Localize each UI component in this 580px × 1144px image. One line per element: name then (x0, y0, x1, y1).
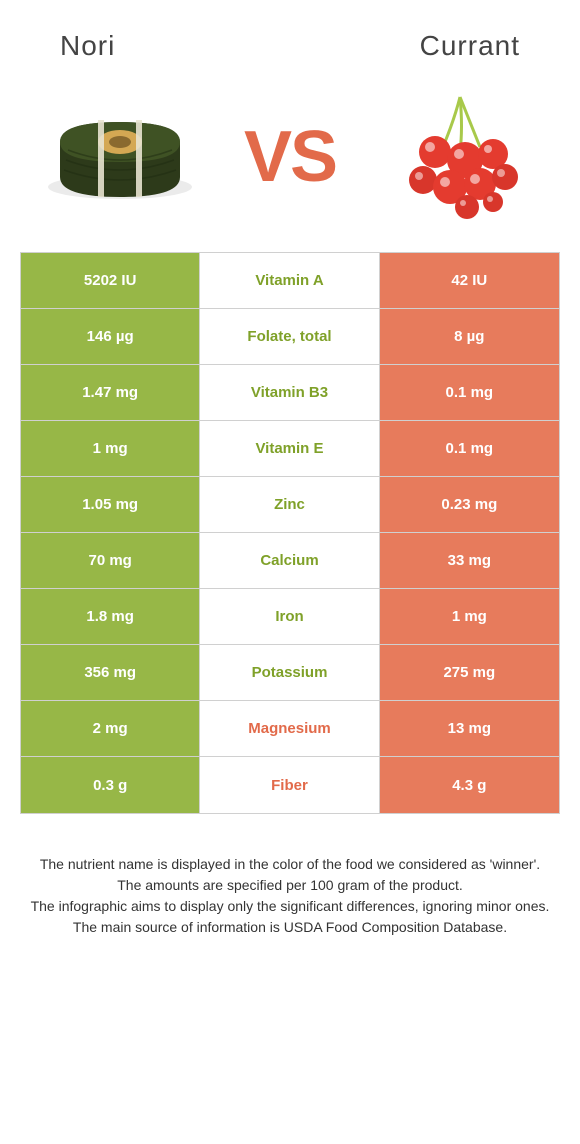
table-row: 1.8 mgIron1 mg (21, 589, 559, 645)
nori-value: 356 mg (21, 645, 200, 700)
currant-value: 8 µg (380, 309, 559, 364)
footnote-line: The nutrient name is displayed in the co… (20, 854, 560, 875)
nutrient-label: Iron (200, 589, 379, 644)
nori-value: 70 mg (21, 533, 200, 588)
table-row: 2 mgMagnesium13 mg (21, 701, 559, 757)
nori-value: 1.8 mg (21, 589, 200, 644)
nori-value: 146 µg (21, 309, 200, 364)
footnote-line: The infographic aims to display only the… (20, 896, 560, 917)
currant-value: 275 mg (380, 645, 559, 700)
nutrient-label: Vitamin B3 (200, 365, 379, 420)
currant-value: 4.3 g (380, 757, 559, 813)
right-food-title: Currant (420, 30, 520, 62)
currant-value: 0.1 mg (380, 365, 559, 420)
currant-value: 13 mg (380, 701, 559, 756)
footnotes: The nutrient name is displayed in the co… (20, 854, 560, 938)
nutrient-label: Vitamin A (200, 253, 379, 308)
nori-value: 0.3 g (21, 757, 200, 813)
table-row: 1.05 mgZinc0.23 mg (21, 477, 559, 533)
vs-label: VS (244, 116, 336, 198)
currant-value: 1 mg (380, 589, 559, 644)
nori-value: 1.05 mg (21, 477, 200, 532)
nori-value: 1 mg (21, 421, 200, 476)
images-row: VS (0, 82, 580, 252)
nutrient-label: Magnesium (200, 701, 379, 756)
currant-value: 0.23 mg (380, 477, 559, 532)
nutrient-table: 5202 IUVitamin A42 IU146 µgFolate, total… (20, 252, 560, 814)
nori-value: 1.47 mg (21, 365, 200, 420)
nutrient-label: Potassium (200, 645, 379, 700)
table-row: 0.3 gFiber4.3 g (21, 757, 559, 813)
nutrient-label: Fiber (200, 757, 379, 813)
nutrient-label: Vitamin E (200, 421, 379, 476)
nutrient-label: Folate, total (200, 309, 379, 364)
nutrient-label: Zinc (200, 477, 379, 532)
currant-value: 42 IU (380, 253, 559, 308)
footnote-line: The amounts are specified per 100 gram o… (20, 875, 560, 896)
currant-berries-icon (380, 92, 540, 222)
nori-roll-icon (40, 92, 200, 222)
nori-value: 2 mg (21, 701, 200, 756)
table-row: 70 mgCalcium33 mg (21, 533, 559, 589)
table-row: 356 mgPotassium275 mg (21, 645, 559, 701)
nori-value: 5202 IU (21, 253, 200, 308)
table-row: 1 mgVitamin E0.1 mg (21, 421, 559, 477)
header: Nori Currant (0, 0, 580, 82)
table-row: 1.47 mgVitamin B30.1 mg (21, 365, 559, 421)
table-row: 146 µgFolate, total8 µg (21, 309, 559, 365)
left-food-title: Nori (60, 30, 115, 62)
footnote-line: The main source of information is USDA F… (20, 917, 560, 938)
table-row: 5202 IUVitamin A42 IU (21, 253, 559, 309)
currant-value: 33 mg (380, 533, 559, 588)
nutrient-label: Calcium (200, 533, 379, 588)
currant-value: 0.1 mg (380, 421, 559, 476)
